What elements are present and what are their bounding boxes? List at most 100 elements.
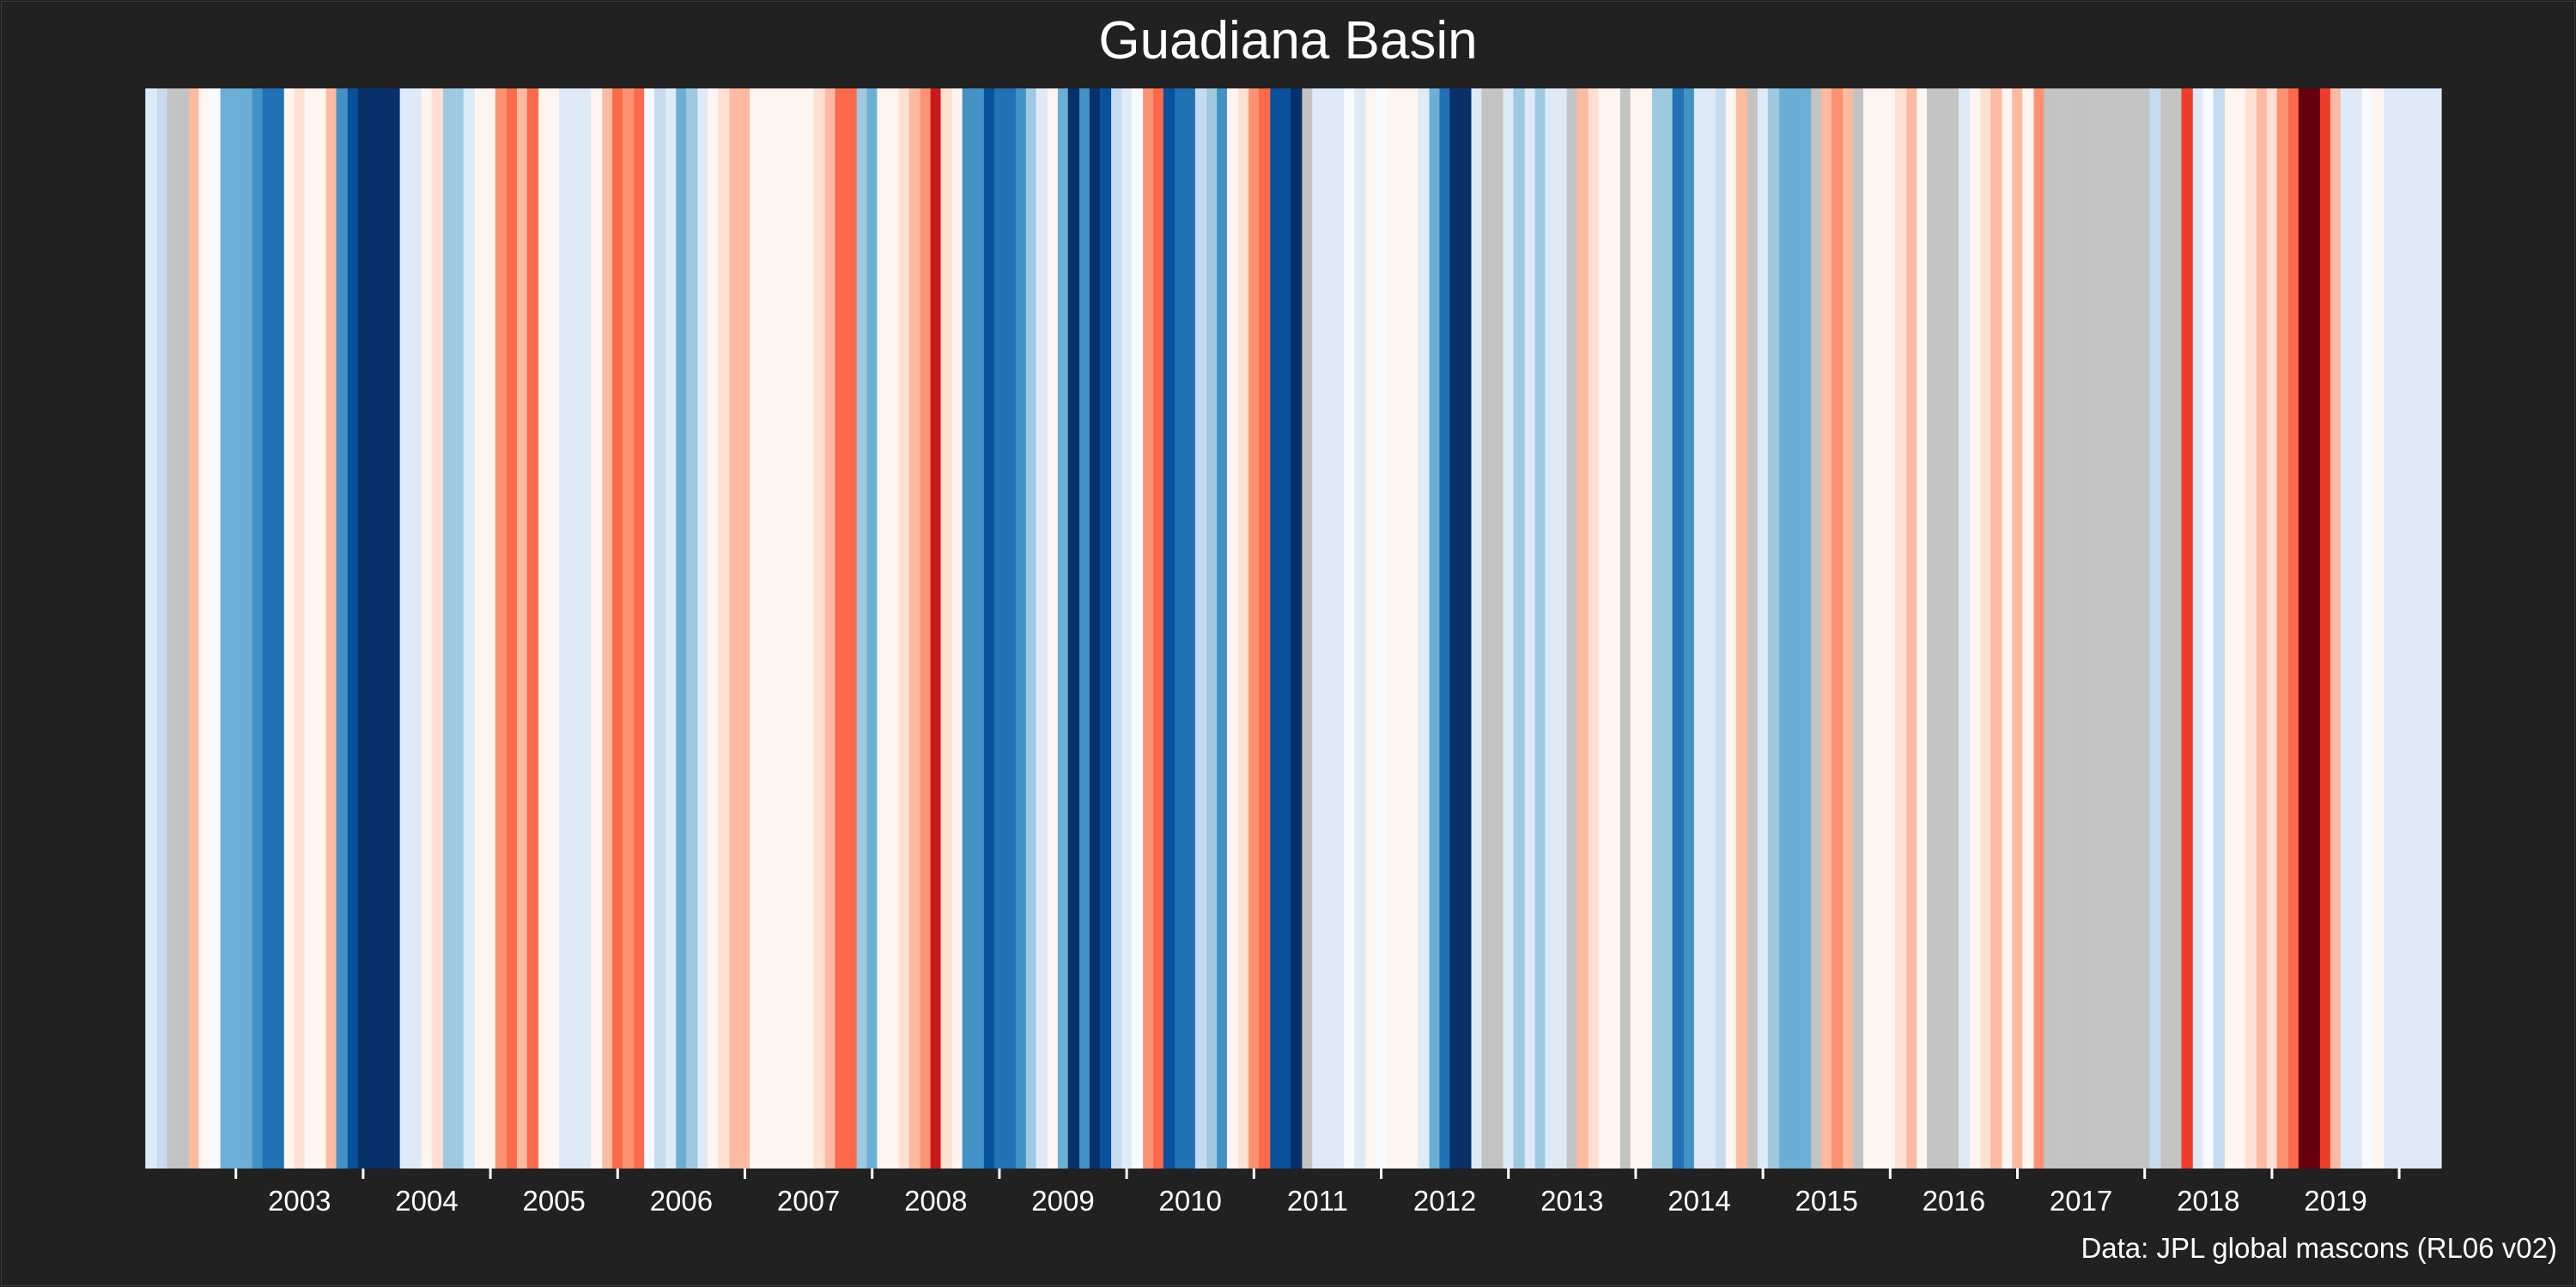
stripe <box>431 88 444 1169</box>
stripe <box>1831 88 1844 1169</box>
stripe <box>1365 88 1376 1169</box>
stripe <box>686 88 699 1169</box>
stripe <box>389 88 401 1169</box>
stripe <box>1036 88 1048 1169</box>
stripe <box>443 88 454 1169</box>
stripe <box>2139 88 2150 1169</box>
stripe <box>495 88 507 1169</box>
stripe <box>761 88 772 1169</box>
stripe <box>1481 88 1494 1169</box>
stripe <box>940 88 953 1169</box>
stripe <box>1843 88 1854 1169</box>
stripe <box>1683 88 1695 1169</box>
stripe <box>908 88 921 1169</box>
stripe <box>1651 88 1663 1169</box>
stripe <box>1163 88 1176 1169</box>
stripe <box>2245 88 2257 1169</box>
stripe <box>1789 88 1801 1169</box>
stripe <box>2298 88 2310 1169</box>
stripe <box>1439 88 1450 1169</box>
stripe <box>1407 88 1419 1169</box>
stripe <box>1779 88 1790 1169</box>
stripe <box>993 88 1005 1169</box>
stripe <box>1588 88 1600 1169</box>
stripe <box>781 88 794 1169</box>
stripe <box>1917 88 1928 1169</box>
stripe <box>209 88 222 1169</box>
stripe <box>1534 88 1546 1169</box>
stripe <box>2330 88 2342 1169</box>
stripe <box>410 88 422 1169</box>
stripe <box>1990 88 2003 1169</box>
stripe <box>930 88 942 1169</box>
stripe <box>2033 88 2044 1169</box>
stripe <box>315 88 327 1169</box>
stripe <box>1025 88 1037 1169</box>
stripe <box>1397 88 1408 1169</box>
x-tick-label: 2014 <box>1668 1185 1730 1217</box>
stripe <box>2340 88 2353 1169</box>
x-tick-label: 2013 <box>1540 1185 1603 1217</box>
stripe <box>1461 88 1473 1169</box>
stripe <box>538 88 550 1169</box>
stripe <box>771 88 782 1169</box>
stripe <box>972 88 985 1169</box>
stripe <box>1194 88 1207 1169</box>
stripe <box>962 88 974 1169</box>
stripe <box>1152 88 1164 1169</box>
stripe <box>1206 88 1218 1169</box>
stripe <box>1217 88 1228 1169</box>
stripe <box>1662 88 1674 1169</box>
stripe <box>2002 88 2013 1169</box>
stripe <box>644 88 655 1169</box>
stripe <box>2044 88 2055 1169</box>
stripe <box>2171 88 2183 1169</box>
stripe <box>336 88 349 1169</box>
stripe <box>2224 88 2236 1169</box>
stripe <box>590 88 603 1169</box>
stripe <box>2202 88 2215 1169</box>
stripe <box>654 88 666 1169</box>
stripe <box>1449 88 1462 1169</box>
stripe <box>1111 88 1122 1169</box>
stripe <box>1249 88 1260 1169</box>
stripe <box>2425 88 2442 1169</box>
stripe <box>1089 88 1101 1169</box>
stripe <box>399 88 412 1169</box>
stripe <box>2403 88 2416 1169</box>
stripe <box>2372 88 2385 1169</box>
stripe <box>1747 88 1759 1169</box>
stripe <box>262 88 274 1169</box>
stripe <box>793 88 805 1169</box>
stripe <box>2097 88 2109 1169</box>
stripe <box>803 88 814 1169</box>
stripe <box>1513 88 1526 1169</box>
stripe <box>1079 88 1091 1169</box>
stripe <box>2160 88 2172 1169</box>
stripe <box>198 88 210 1169</box>
stripe <box>1226 88 1239 1169</box>
stripe <box>920 88 932 1169</box>
stripe <box>898 88 910 1169</box>
stripe <box>1376 88 1387 1169</box>
stripe <box>240 88 253 1169</box>
x-tick-label: 2016 <box>1923 1185 1985 1217</box>
stripe <box>1735 88 1748 1169</box>
stripe <box>156 88 168 1169</box>
stripe <box>570 88 581 1169</box>
stripe <box>676 88 687 1169</box>
stripe <box>484 88 496 1169</box>
stripe <box>1938 88 1949 1169</box>
stripe <box>2256 88 2268 1169</box>
stripe <box>856 88 868 1169</box>
stripe <box>2352 88 2363 1169</box>
stripe <box>252 88 264 1169</box>
stripe <box>665 88 677 1169</box>
stripe <box>1492 88 1504 1169</box>
x-tick-label: 2006 <box>650 1185 713 1217</box>
stripe <box>283 88 295 1169</box>
stripe <box>294 88 306 1169</box>
stripe <box>1725 88 1737 1169</box>
stripe <box>177 88 190 1169</box>
x-tick-label: 2018 <box>2177 1185 2239 1217</box>
